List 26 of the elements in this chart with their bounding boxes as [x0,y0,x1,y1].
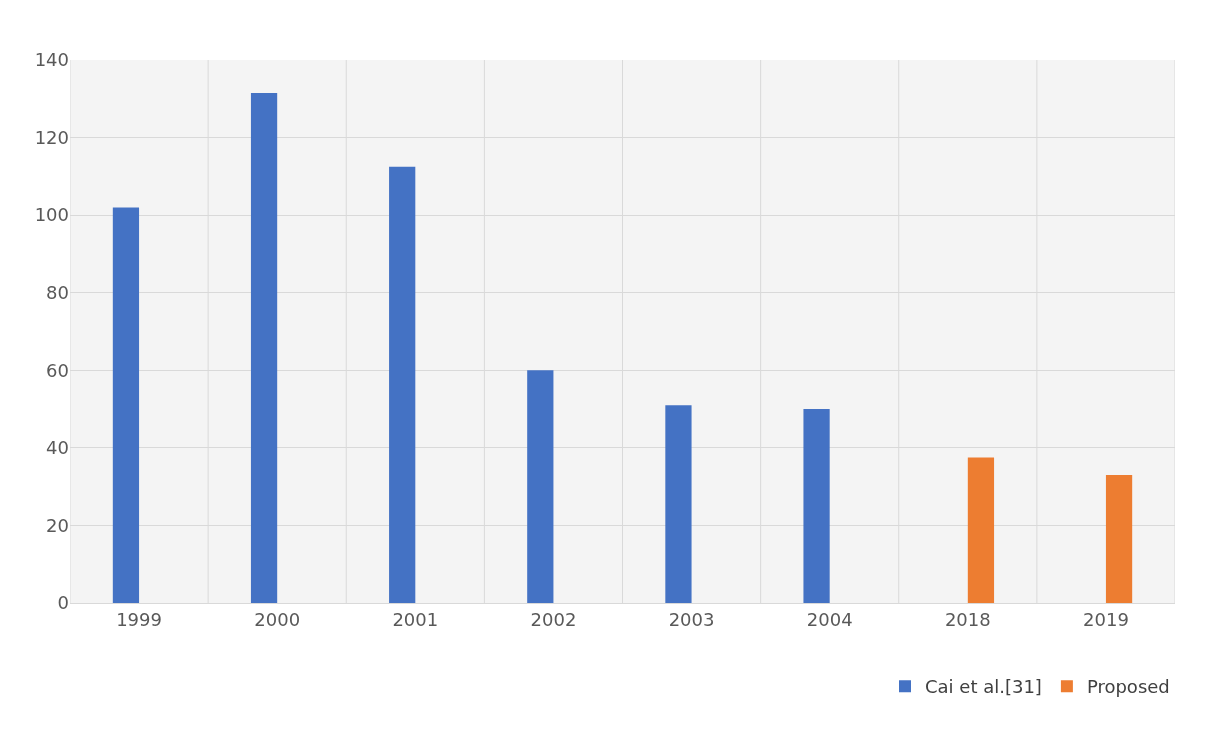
bar [112,207,140,603]
y-tick-label: 60 [46,359,69,381]
y-tick-label: 40 [46,437,69,459]
bar [250,92,278,603]
y-tick-label: 20 [46,514,69,536]
legend-label: Cai et al.[31] [925,676,1042,698]
x-tick-label: 2000 [254,608,301,630]
x-tick-label: 2004 [806,608,853,630]
bar [803,409,830,603]
y-tick-label: 0 [57,592,69,614]
x-tick-label: 1999 [116,608,162,630]
y-tick-label: 120 [34,126,69,148]
bar [1105,475,1133,603]
x-tick-label: 2001 [392,608,439,630]
bar [389,166,416,603]
y-tick-label: 140 [34,49,69,71]
x-tick-label: 2018 [944,608,991,630]
x-tick-label: 2019 [1083,608,1129,630]
legend-label: Proposed [1086,676,1170,698]
y-tick-label: 100 [34,204,69,226]
x-tick-label: 2002 [530,608,577,630]
y-tick-label: 80 [46,282,69,304]
bar [527,370,554,603]
bar [665,405,692,603]
bar [967,457,995,603]
x-tick-label: 2003 [668,608,715,630]
